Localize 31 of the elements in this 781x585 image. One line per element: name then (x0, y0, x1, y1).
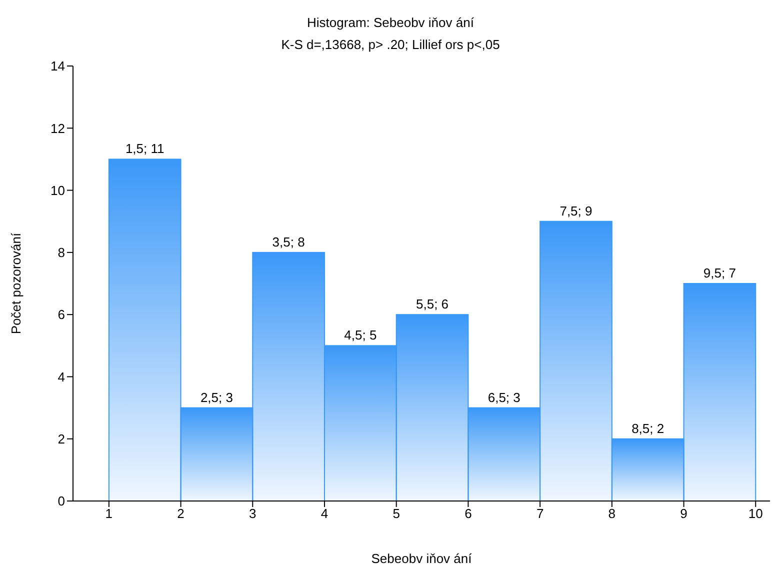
x-tick-label: 2 (177, 506, 184, 522)
data-label: 9,5; 7 (703, 266, 736, 280)
y-axis-title: Počet pozorování (8, 232, 24, 334)
data-label: 7,5; 9 (560, 203, 592, 218)
y-tick-label: 10 (50, 182, 65, 198)
x-tick-label: 10 (748, 506, 763, 522)
y-tick-label: 12 (50, 120, 65, 136)
data-label: 1,5; 11 (125, 141, 164, 156)
data-label: 4,5; 5 (344, 328, 377, 343)
x-tick-label: 5 (392, 506, 400, 522)
y-tick-label: 8 (58, 245, 65, 260)
x-axis-title: Sebeobv iňov ání (371, 551, 472, 566)
x-tick-label: 1 (105, 506, 113, 522)
x-tick-label: 7 (536, 506, 544, 522)
y-tick-label: 2 (58, 431, 65, 446)
x-tick-label: 4 (320, 506, 328, 522)
chart-title: Histogram: Sebeobv iňov ání (306, 14, 475, 32)
y-tick-label: 6 (58, 307, 65, 322)
x-tick-label: 6 (464, 506, 472, 522)
data-label: 6,5; 3 (488, 390, 520, 405)
data-label: 5,5; 6 (416, 296, 449, 312)
y-tick-label: 4 (58, 369, 65, 384)
x-tick-label: 9 (680, 506, 688, 522)
x-tick-label: 8 (608, 506, 616, 522)
y-tick-label: 0 (58, 494, 65, 509)
y-tick-label: 14 (50, 58, 65, 74)
chart-subtitle: K-S d=,13668, p> .20; Lillief ors p<,05 (280, 36, 501, 54)
data-label: 8,5; 2 (632, 420, 664, 436)
data-label: 2,5; 3 (200, 390, 233, 405)
data-label: 3,5; 8 (272, 234, 305, 250)
x-tick-label: 3 (249, 506, 256, 522)
